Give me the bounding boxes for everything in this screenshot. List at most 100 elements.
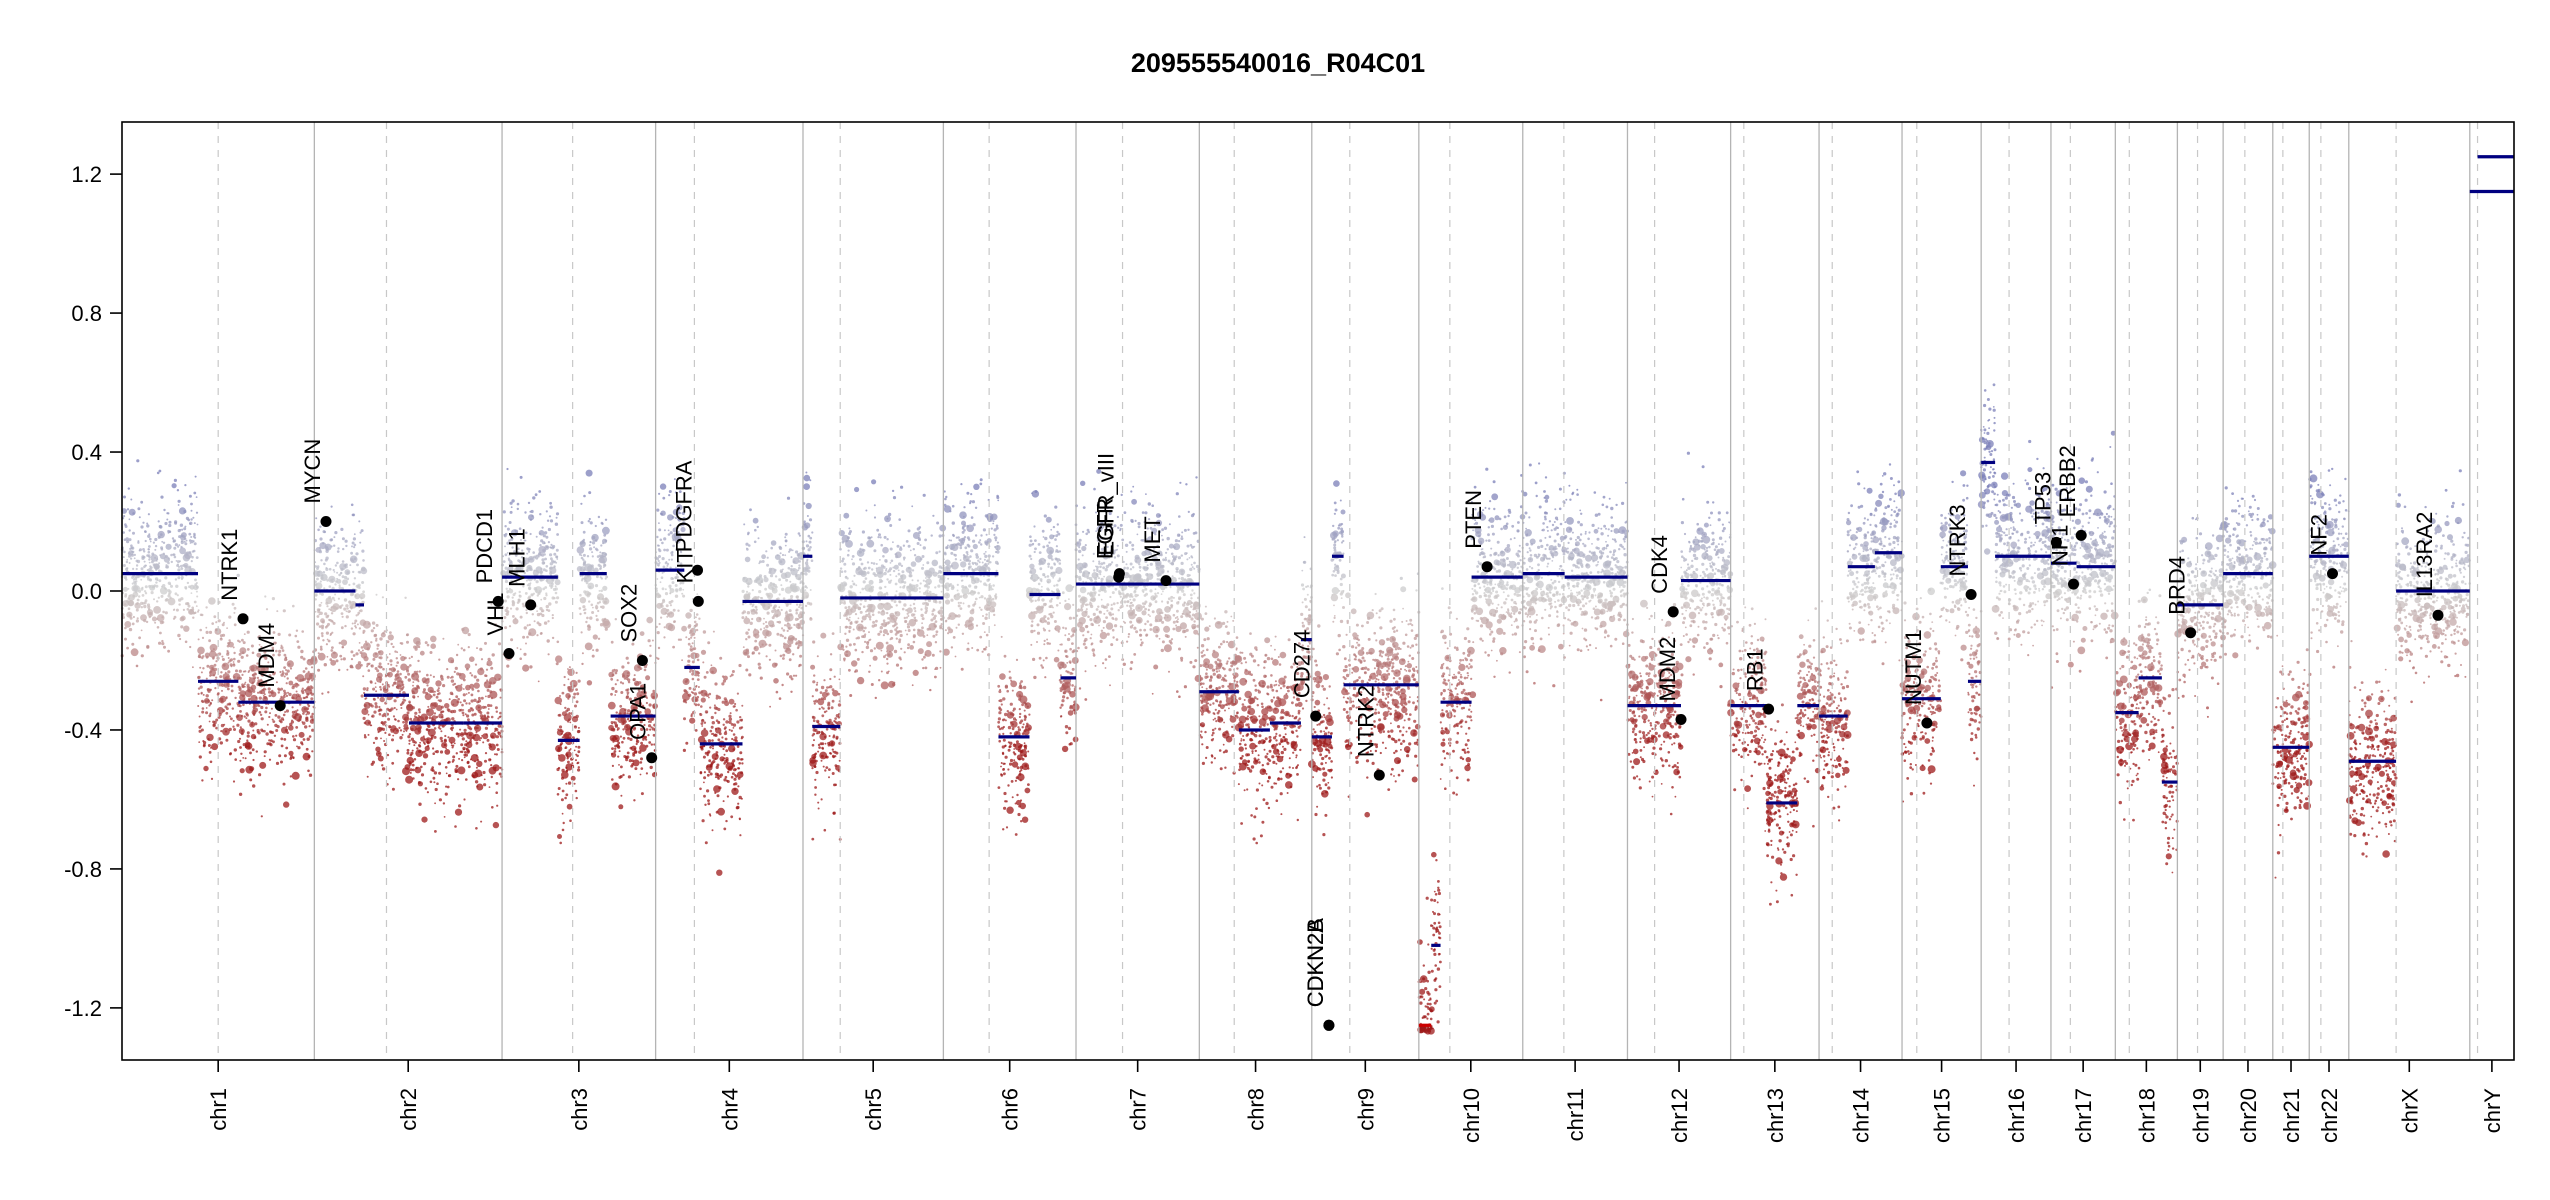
probe-point <box>589 521 593 525</box>
probe-point <box>490 666 494 670</box>
probe-point <box>829 685 833 689</box>
probe-point <box>208 720 211 723</box>
probe-point <box>683 717 686 721</box>
probe-point <box>351 541 355 545</box>
probe-point <box>288 633 292 637</box>
probe-point <box>340 658 343 661</box>
probe-point <box>581 652 584 655</box>
probe-point <box>870 536 873 539</box>
probe-point <box>555 561 558 564</box>
probe-point <box>285 725 288 728</box>
probe-point <box>423 735 425 738</box>
probe-point <box>921 658 924 661</box>
probe-point <box>567 678 570 681</box>
probe-point <box>344 563 347 566</box>
probe-point <box>924 666 928 670</box>
probe-point <box>980 595 984 599</box>
probe-point <box>880 649 883 652</box>
probe-point <box>620 794 623 797</box>
probe-point <box>560 798 564 802</box>
probe-point <box>197 610 199 613</box>
probe-point <box>867 612 871 616</box>
probe-point <box>226 649 229 653</box>
probe-point <box>554 696 563 705</box>
probe-point <box>330 612 334 615</box>
probe-point <box>247 719 251 723</box>
probe-point <box>474 769 483 778</box>
probe-point <box>188 494 192 498</box>
probe-point <box>358 627 362 630</box>
probe-point <box>871 585 875 589</box>
probe-point <box>392 645 395 649</box>
probe-point <box>426 643 430 647</box>
probe-point <box>937 572 940 575</box>
probe-point <box>946 564 951 570</box>
probe-point <box>453 742 456 745</box>
probe-point <box>597 596 601 600</box>
probe-point <box>743 523 746 526</box>
probe-point <box>305 717 309 721</box>
probe-point <box>408 761 412 765</box>
probe-point <box>354 593 361 600</box>
probe-point <box>429 651 433 654</box>
probe-point <box>591 551 594 554</box>
probe-point <box>924 599 927 602</box>
probe-point <box>559 841 562 845</box>
probe-point <box>899 633 903 638</box>
probe-point <box>729 712 732 715</box>
probe-point <box>658 492 661 495</box>
probe-point <box>661 557 665 561</box>
probe-point <box>767 594 771 598</box>
probe-point <box>137 541 140 544</box>
probe-point <box>556 793 560 796</box>
probe-point <box>724 701 730 707</box>
probe-point <box>283 689 286 693</box>
probe-point <box>164 521 168 526</box>
probe-point <box>763 577 769 583</box>
probe-point <box>695 624 698 627</box>
probe-point <box>482 741 485 744</box>
probe-point <box>366 688 369 692</box>
probe-point <box>147 550 151 554</box>
probe-point <box>928 623 937 631</box>
probe-point <box>167 561 170 565</box>
probe-point <box>384 731 387 735</box>
probe-point <box>616 744 620 748</box>
probe-point <box>265 681 268 684</box>
probe-point <box>238 652 242 656</box>
probe-point <box>781 587 785 592</box>
probe-point <box>730 775 734 779</box>
probe-point <box>280 695 283 699</box>
probe-point <box>316 577 319 581</box>
probe-point <box>722 718 726 721</box>
probe-point <box>539 544 542 547</box>
probe-point <box>406 751 410 755</box>
probe-point <box>752 603 755 606</box>
probe-point <box>463 798 466 801</box>
probe-point <box>797 626 801 630</box>
probe-point <box>239 694 246 701</box>
probe-point <box>317 652 326 661</box>
probe-point <box>723 675 728 681</box>
probe-point <box>528 595 531 599</box>
probe-point <box>158 641 162 645</box>
probe-point <box>758 574 763 578</box>
probe-point <box>699 787 702 791</box>
probe-point <box>268 690 271 694</box>
probe-point <box>561 711 567 717</box>
probe-point <box>774 649 777 652</box>
probe-point <box>574 725 577 728</box>
probe-point <box>439 736 443 741</box>
probe-point <box>900 574 907 580</box>
probe-point <box>433 735 437 739</box>
probe-point <box>656 508 660 512</box>
probe-point <box>911 684 914 687</box>
probe-point <box>905 566 912 573</box>
probe-point <box>925 577 927 579</box>
probe-point <box>238 792 243 796</box>
probe-point <box>196 523 199 526</box>
probe-point <box>814 699 819 703</box>
probe-point <box>579 612 582 616</box>
probe-point <box>279 720 283 724</box>
probe-point <box>619 704 623 708</box>
